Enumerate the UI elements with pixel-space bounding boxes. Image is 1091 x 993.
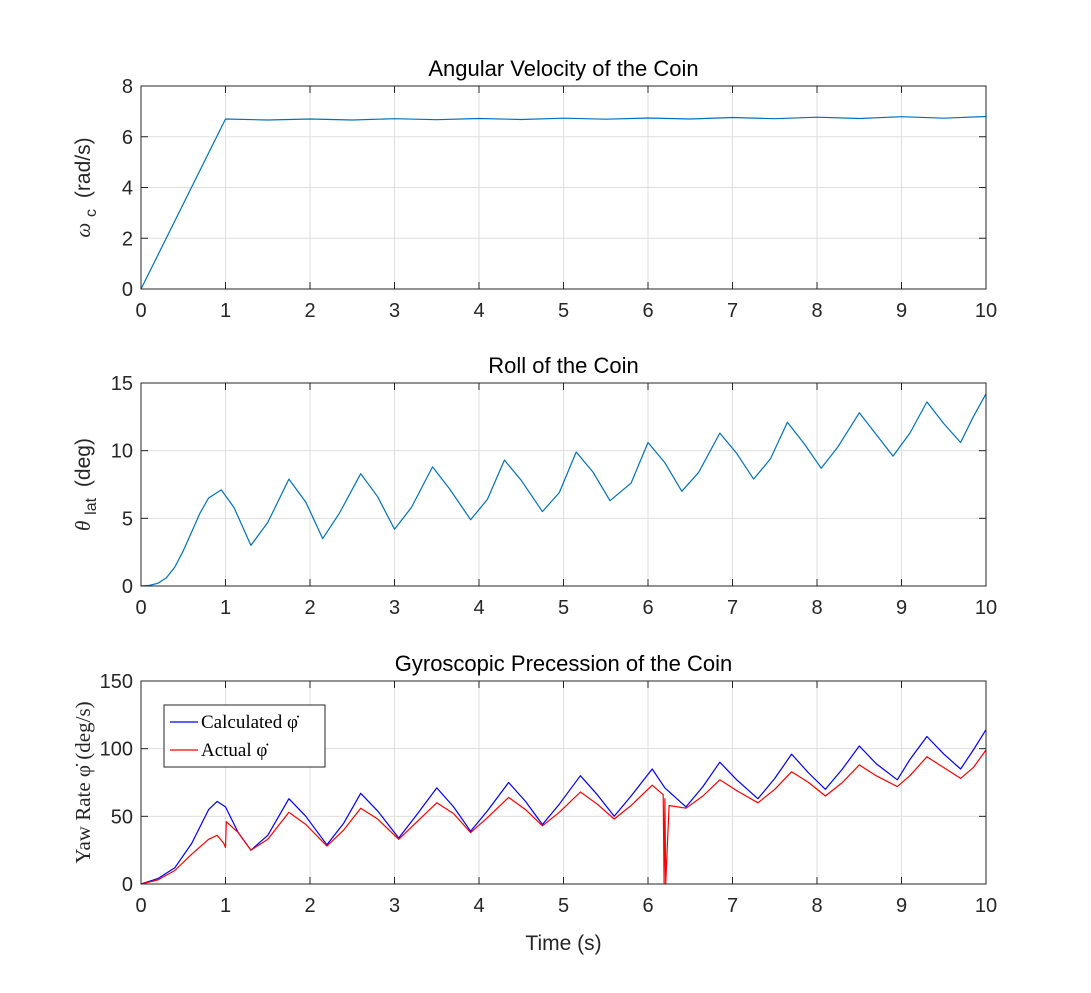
x-tick-label: 8 [811, 895, 822, 917]
data-lines [140, 115, 987, 290]
data-lines [140, 393, 987, 587]
chart-title: Gyroscopic Precession of the Coin [395, 651, 733, 676]
x-tick-label: 2 [304, 597, 315, 619]
subplot-roll: 0 1 2 3 4 5 6 7 8 9 10 0 5 10 15 Roll of the Coin θ la… [71, 353, 997, 619]
x-tick-label: 4 [473, 895, 484, 917]
series-line-0 [140, 115, 987, 290]
y-tick-label: 100 [100, 739, 133, 761]
x-tick-label: 4 [473, 300, 484, 322]
x-tick-label: 7 [727, 300, 738, 322]
x-tick-label: 1 [220, 300, 231, 322]
series-line-0 [140, 393, 987, 587]
x-tick-label: 6 [642, 300, 653, 322]
x-tick-label: 1 [220, 597, 231, 619]
x-tick-label: 6 [642, 597, 653, 619]
x-tick-label: 10 [975, 300, 997, 322]
y-axis-label: Yaw Rate φ̇ (deg/s) [71, 701, 95, 863]
x-tick-label: 3 [389, 300, 400, 322]
legend-label-actual: Actual φ̇ [201, 740, 269, 761]
y-tick-label: 15 [111, 373, 133, 395]
y-axis-label: ω c (rad/s) [71, 137, 101, 237]
x-tick-label: 1 [220, 895, 231, 917]
y-tick-label: 0 [122, 279, 133, 301]
y-tick-label: 50 [111, 806, 133, 828]
x-tick-label: 5 [558, 895, 569, 917]
chart-title: Angular Velocity of the Coin [428, 56, 698, 81]
x-tick-label: 9 [896, 300, 907, 322]
axis-ticks: 0 1 2 3 4 5 6 7 8 9 10 0 2 4 6 8 [122, 76, 997, 322]
y-tick-label: 10 [111, 441, 133, 463]
y-tick-label: 8 [122, 76, 133, 98]
x-tick-label: 2 [304, 300, 315, 322]
x-tick-label: 8 [811, 597, 822, 619]
y-tick-label: 2 [122, 228, 133, 250]
chart-title: Roll of the Coin [488, 353, 638, 378]
x-tick-label: 2 [304, 895, 315, 917]
x-tick-label: 10 [975, 895, 997, 917]
x-axis-label: Time (s) [525, 932, 601, 955]
subplot-angular-velocity: 0 1 2 3 4 5 6 7 8 9 10 0 2 4 6 8 Angular Velocity of th… [71, 56, 997, 322]
x-tick-label: 0 [135, 895, 146, 917]
x-tick-label: 4 [473, 597, 484, 619]
x-tick-label: 7 [727, 597, 738, 619]
x-tick-label: 5 [558, 300, 569, 322]
x-tick-label: 9 [896, 895, 907, 917]
y-tick-label: 0 [122, 874, 133, 896]
y-tick-label: 150 [100, 671, 133, 693]
y-tick-label: 6 [122, 127, 133, 149]
x-tick-label: 3 [389, 597, 400, 619]
x-tick-label: 10 [975, 597, 997, 619]
series-line-0 [140, 729, 987, 885]
x-tick-label: 0 [135, 300, 146, 322]
x-tick-label: 3 [389, 895, 400, 917]
x-tick-label: 0 [135, 597, 146, 619]
x-tick-label: 5 [558, 597, 569, 619]
legend-box [163, 704, 326, 768]
data-lines [140, 729, 987, 885]
legend: Calculated φ̇ Actual φ̇ [163, 704, 326, 768]
x-tick-label: 8 [811, 300, 822, 322]
y-tick-label: 5 [122, 508, 133, 530]
y-tick-label: 0 [122, 576, 133, 598]
series-line-1 [140, 749, 987, 885]
legend-label-calculated: Calculated φ̇ [201, 712, 300, 733]
y-axis-label: θ lat (deg) [71, 438, 101, 531]
axis-ticks: 0 1 2 3 4 5 6 7 8 9 10 0 5 10 15 [111, 373, 997, 619]
x-tick-label: 7 [727, 895, 738, 917]
x-tick-label: 6 [642, 895, 653, 917]
x-tick-label: 9 [896, 597, 907, 619]
y-tick-label: 4 [122, 178, 133, 200]
